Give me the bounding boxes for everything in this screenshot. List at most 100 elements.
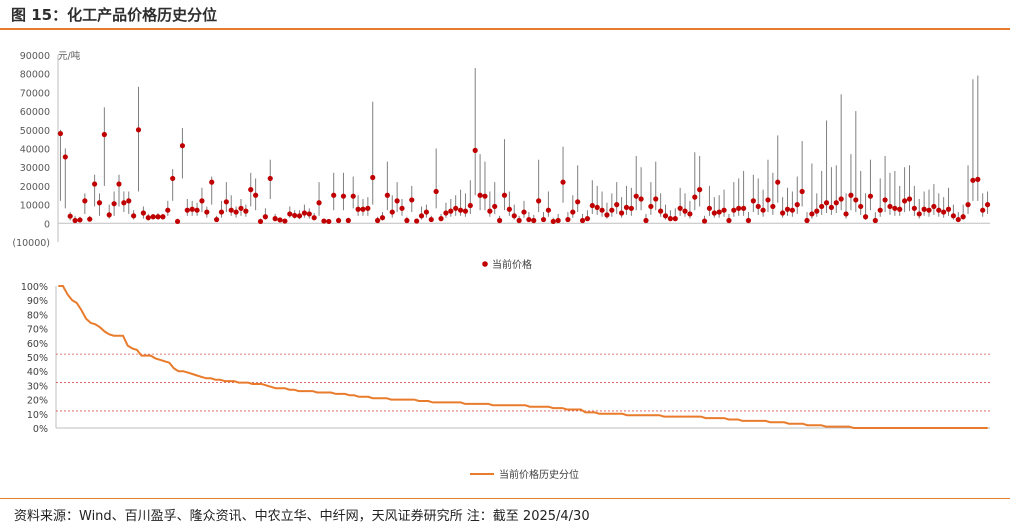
current-price-point (272, 216, 278, 222)
current-price-point (67, 213, 73, 219)
current-price-point (335, 217, 342, 224)
current-price-point (326, 218, 332, 225)
current-price-point (565, 216, 571, 223)
current-price-point (921, 206, 927, 212)
current-price-point (375, 217, 381, 224)
current-price-point (882, 197, 888, 203)
current-price-point (575, 199, 581, 205)
price-range-chart: (10000) 0 10000 20000 30000 40000 50000 60000 70… (12, 50, 991, 271)
current-price-point (970, 177, 976, 183)
current-price-point (648, 203, 654, 210)
current-price-point (570, 209, 576, 215)
y-tick-label: 20000 (20, 182, 50, 193)
current-price-point (604, 212, 610, 218)
y-tick-label: 90000 (20, 51, 50, 62)
y-tick-label: 10% (27, 410, 48, 421)
current-price-point (965, 202, 971, 208)
current-price-point (853, 197, 859, 203)
current-price-point (414, 218, 420, 224)
current-price-point (916, 211, 922, 217)
current-price-point (662, 213, 669, 219)
y-tick-label: 50000 (20, 126, 50, 137)
current-price-point (618, 210, 625, 216)
current-price-point (506, 206, 512, 212)
current-price-point (848, 192, 854, 198)
current-price-point (243, 208, 249, 214)
current-price-point (555, 217, 561, 224)
current-price-point (277, 217, 283, 223)
current-price-point (365, 205, 371, 211)
current-price-point (223, 199, 229, 205)
current-price-point (345, 217, 351, 224)
current-price-point (482, 193, 488, 199)
current-price-point (892, 205, 898, 211)
current-price-point (409, 197, 415, 203)
current-price-point (692, 194, 698, 200)
current-price-point (701, 218, 708, 224)
current-price-point (501, 192, 508, 198)
percentile-series-line (58, 285, 988, 429)
current-price-point (82, 198, 88, 204)
current-price-point (492, 203, 498, 210)
current-price-point (760, 207, 766, 213)
current-price-point (745, 217, 752, 224)
current-price-point (902, 198, 908, 204)
current-price-point (213, 216, 220, 223)
current-price-point (170, 175, 176, 182)
current-price-point (526, 216, 532, 223)
current-price-point (428, 216, 434, 223)
current-price-point (716, 209, 722, 215)
current-price-point (614, 202, 620, 208)
current-price-point (457, 207, 464, 213)
current-price-point (472, 147, 478, 153)
y-tick-label: 20% (27, 396, 48, 407)
current-price-point (643, 217, 649, 224)
current-price-point (57, 130, 64, 137)
legend-marker (482, 261, 488, 267)
current-price-point (116, 181, 122, 187)
current-price-point (126, 198, 132, 204)
current-price-point (950, 213, 957, 219)
current-price-point (794, 202, 800, 208)
current-price-point (633, 193, 639, 199)
y-tick-label: 0% (33, 424, 48, 435)
current-price-point (955, 216, 961, 223)
y-tick-label: 50% (27, 353, 48, 364)
current-price-point (579, 217, 586, 224)
current-price-point (521, 209, 527, 215)
current-price-point (814, 208, 820, 214)
current-price-point (306, 211, 312, 217)
current-price-point (316, 200, 322, 206)
current-price-point (350, 193, 356, 199)
current-price-point (736, 205, 742, 211)
current-price-point (331, 192, 337, 198)
y-tick-label: 10000 (20, 201, 50, 212)
current-price-point (150, 214, 156, 220)
current-price-point (511, 213, 517, 219)
current-price-point (131, 213, 137, 219)
current-price-point (174, 218, 181, 225)
source-note: 资料来源：Wind、百川盈孚、隆众资讯、中农立华、中纤网，天风证券研究所 注：截… (14, 509, 590, 524)
current-price-point (292, 212, 298, 219)
current-price-point (389, 209, 395, 215)
current-price-point (540, 216, 547, 223)
current-price-point (809, 211, 815, 217)
current-price-point (828, 204, 835, 211)
current-price-point (140, 210, 146, 216)
current-price-point (106, 212, 112, 218)
current-price-point (931, 203, 937, 210)
current-price-point (926, 207, 932, 213)
current-price-point (945, 206, 952, 212)
current-price-point (877, 207, 883, 213)
current-price-point (536, 198, 542, 204)
current-price-point (721, 207, 727, 213)
current-price-point (531, 217, 537, 224)
current-price-point (462, 208, 469, 214)
current-price-point (545, 207, 551, 213)
current-price-point (682, 208, 688, 214)
current-price-point (145, 215, 151, 221)
footer-divider (0, 498, 1010, 499)
current-price-point (184, 207, 190, 213)
current-price-point (423, 209, 430, 215)
current-price-point (687, 211, 693, 217)
